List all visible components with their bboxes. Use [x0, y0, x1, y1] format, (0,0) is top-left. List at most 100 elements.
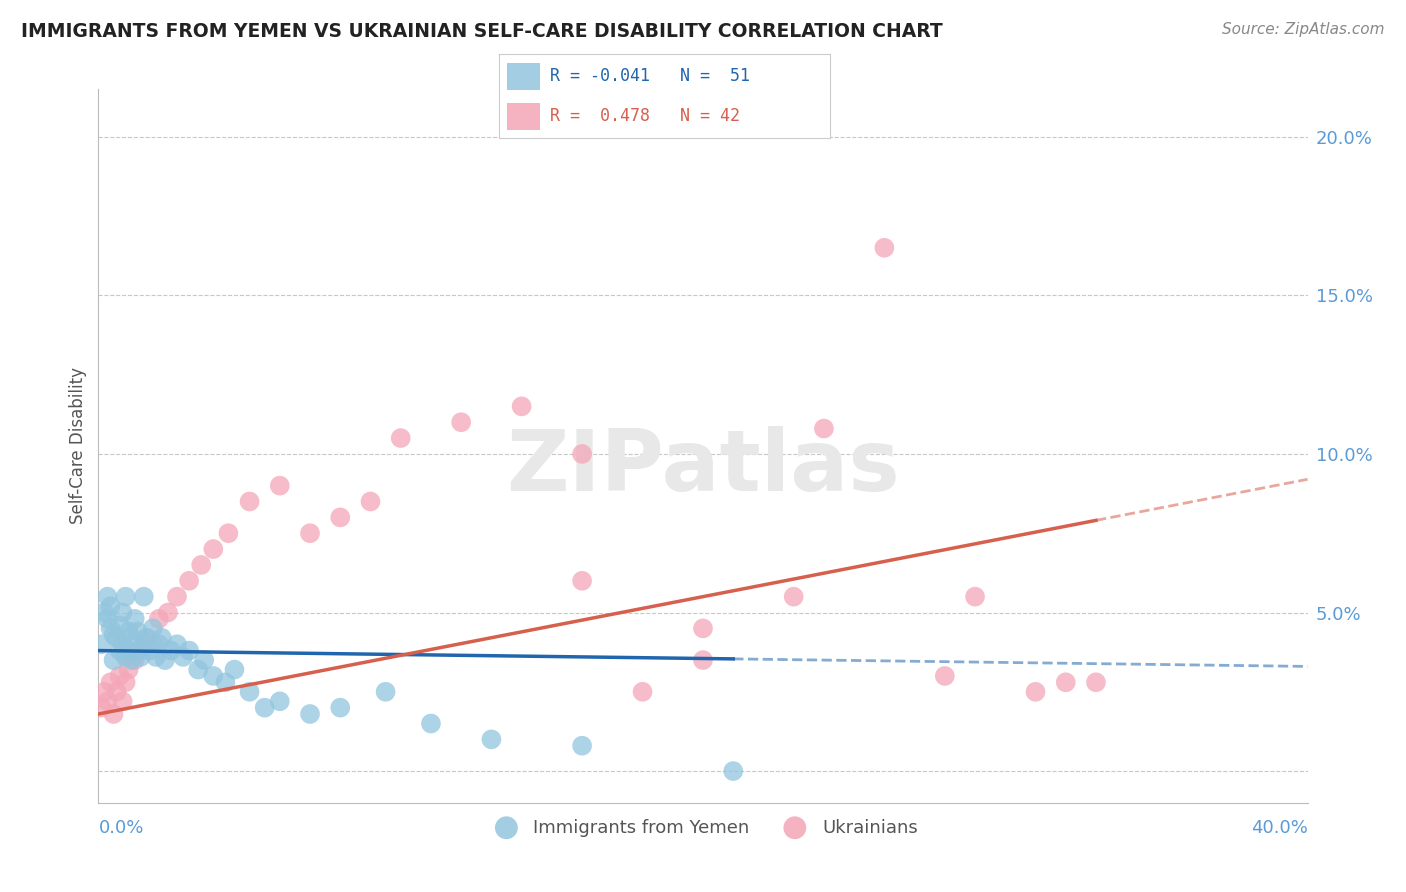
Point [135, 631, 157, 645]
Point [965, 590, 987, 604]
Point [103, 628, 125, 642]
Point [450, 415, 472, 429]
Point [214, 675, 236, 690]
Point [187, 663, 209, 677]
Point [873, 241, 896, 255]
Point [360, 494, 382, 508]
Point [202, 669, 225, 683]
Point [148, 612, 170, 626]
Point [105, 685, 128, 699]
Point [193, 653, 215, 667]
Point [481, 732, 503, 747]
Point [1085, 675, 1108, 690]
Point [96, 590, 118, 604]
Point [111, 694, 134, 708]
Point [1024, 685, 1046, 699]
Point [374, 685, 396, 699]
Point [299, 526, 322, 541]
Point [132, 637, 155, 651]
Text: R =  0.478   N = 42: R = 0.478 N = 42 [550, 107, 741, 125]
Point [114, 649, 136, 664]
Point [420, 716, 443, 731]
Y-axis label: Self-Care Disability: Self-Care Disability [69, 368, 87, 524]
Point [139, 643, 162, 657]
Point [132, 590, 155, 604]
Text: Source: ZipAtlas.com: Source: ZipAtlas.com [1222, 22, 1385, 37]
Point [571, 447, 593, 461]
Text: 0.0%: 0.0% [98, 819, 143, 837]
Point [166, 637, 188, 651]
Point [783, 590, 806, 604]
Point [692, 621, 714, 635]
Point [118, 624, 141, 639]
Point [299, 706, 322, 721]
Point [129, 643, 152, 657]
Point [96, 694, 118, 708]
Point [100, 599, 122, 614]
Point [692, 653, 714, 667]
Point [269, 478, 291, 492]
Point [150, 631, 173, 645]
Point [118, 663, 141, 677]
Point [389, 431, 412, 445]
Point [329, 700, 352, 714]
Point [172, 649, 194, 664]
Point [190, 558, 212, 572]
Point [121, 653, 143, 667]
Point [124, 612, 146, 626]
Point [239, 494, 262, 508]
Point [129, 649, 152, 664]
Point [142, 621, 165, 635]
Point [121, 631, 143, 645]
Point [90, 700, 112, 714]
Point [127, 624, 149, 639]
Point [1054, 675, 1077, 690]
Point [105, 631, 128, 645]
Point [108, 669, 131, 683]
Point [253, 700, 276, 714]
Point [124, 653, 146, 667]
Text: IMMIGRANTS FROM YEMEN VS UKRAINIAN SELF-CARE DISABILITY CORRELATION CHART: IMMIGRANTS FROM YEMEN VS UKRAINIAN SELF-… [21, 22, 943, 41]
Point [127, 643, 149, 657]
Point [631, 685, 654, 699]
Point [179, 643, 201, 657]
Point [111, 637, 134, 651]
Point [90, 637, 112, 651]
Point [934, 669, 956, 683]
Point [103, 653, 125, 667]
Point [114, 590, 136, 604]
Point [166, 590, 188, 604]
Point [329, 510, 352, 524]
Point [111, 606, 134, 620]
Point [160, 643, 183, 657]
Point [571, 574, 593, 588]
Point [224, 663, 246, 677]
Point [145, 649, 167, 664]
Point [153, 653, 176, 667]
Point [148, 637, 170, 651]
Point [510, 400, 533, 414]
Point [156, 606, 179, 620]
Point [100, 621, 122, 635]
Point [114, 675, 136, 690]
Point [108, 643, 131, 657]
Point [135, 631, 157, 645]
Text: ZIPatlas: ZIPatlas [506, 425, 900, 509]
Point [118, 643, 141, 657]
Point [142, 637, 165, 651]
Point [103, 706, 125, 721]
Point [269, 694, 291, 708]
Bar [508, 62, 540, 90]
Point [93, 606, 115, 620]
Point [100, 675, 122, 690]
Point [202, 542, 225, 557]
Point [217, 526, 239, 541]
Point [93, 685, 115, 699]
Point [813, 421, 835, 435]
Point [96, 612, 118, 626]
Point [723, 764, 745, 778]
Text: 40.0%: 40.0% [1251, 819, 1308, 837]
Bar [508, 103, 540, 130]
Point [108, 618, 131, 632]
Point [571, 739, 593, 753]
